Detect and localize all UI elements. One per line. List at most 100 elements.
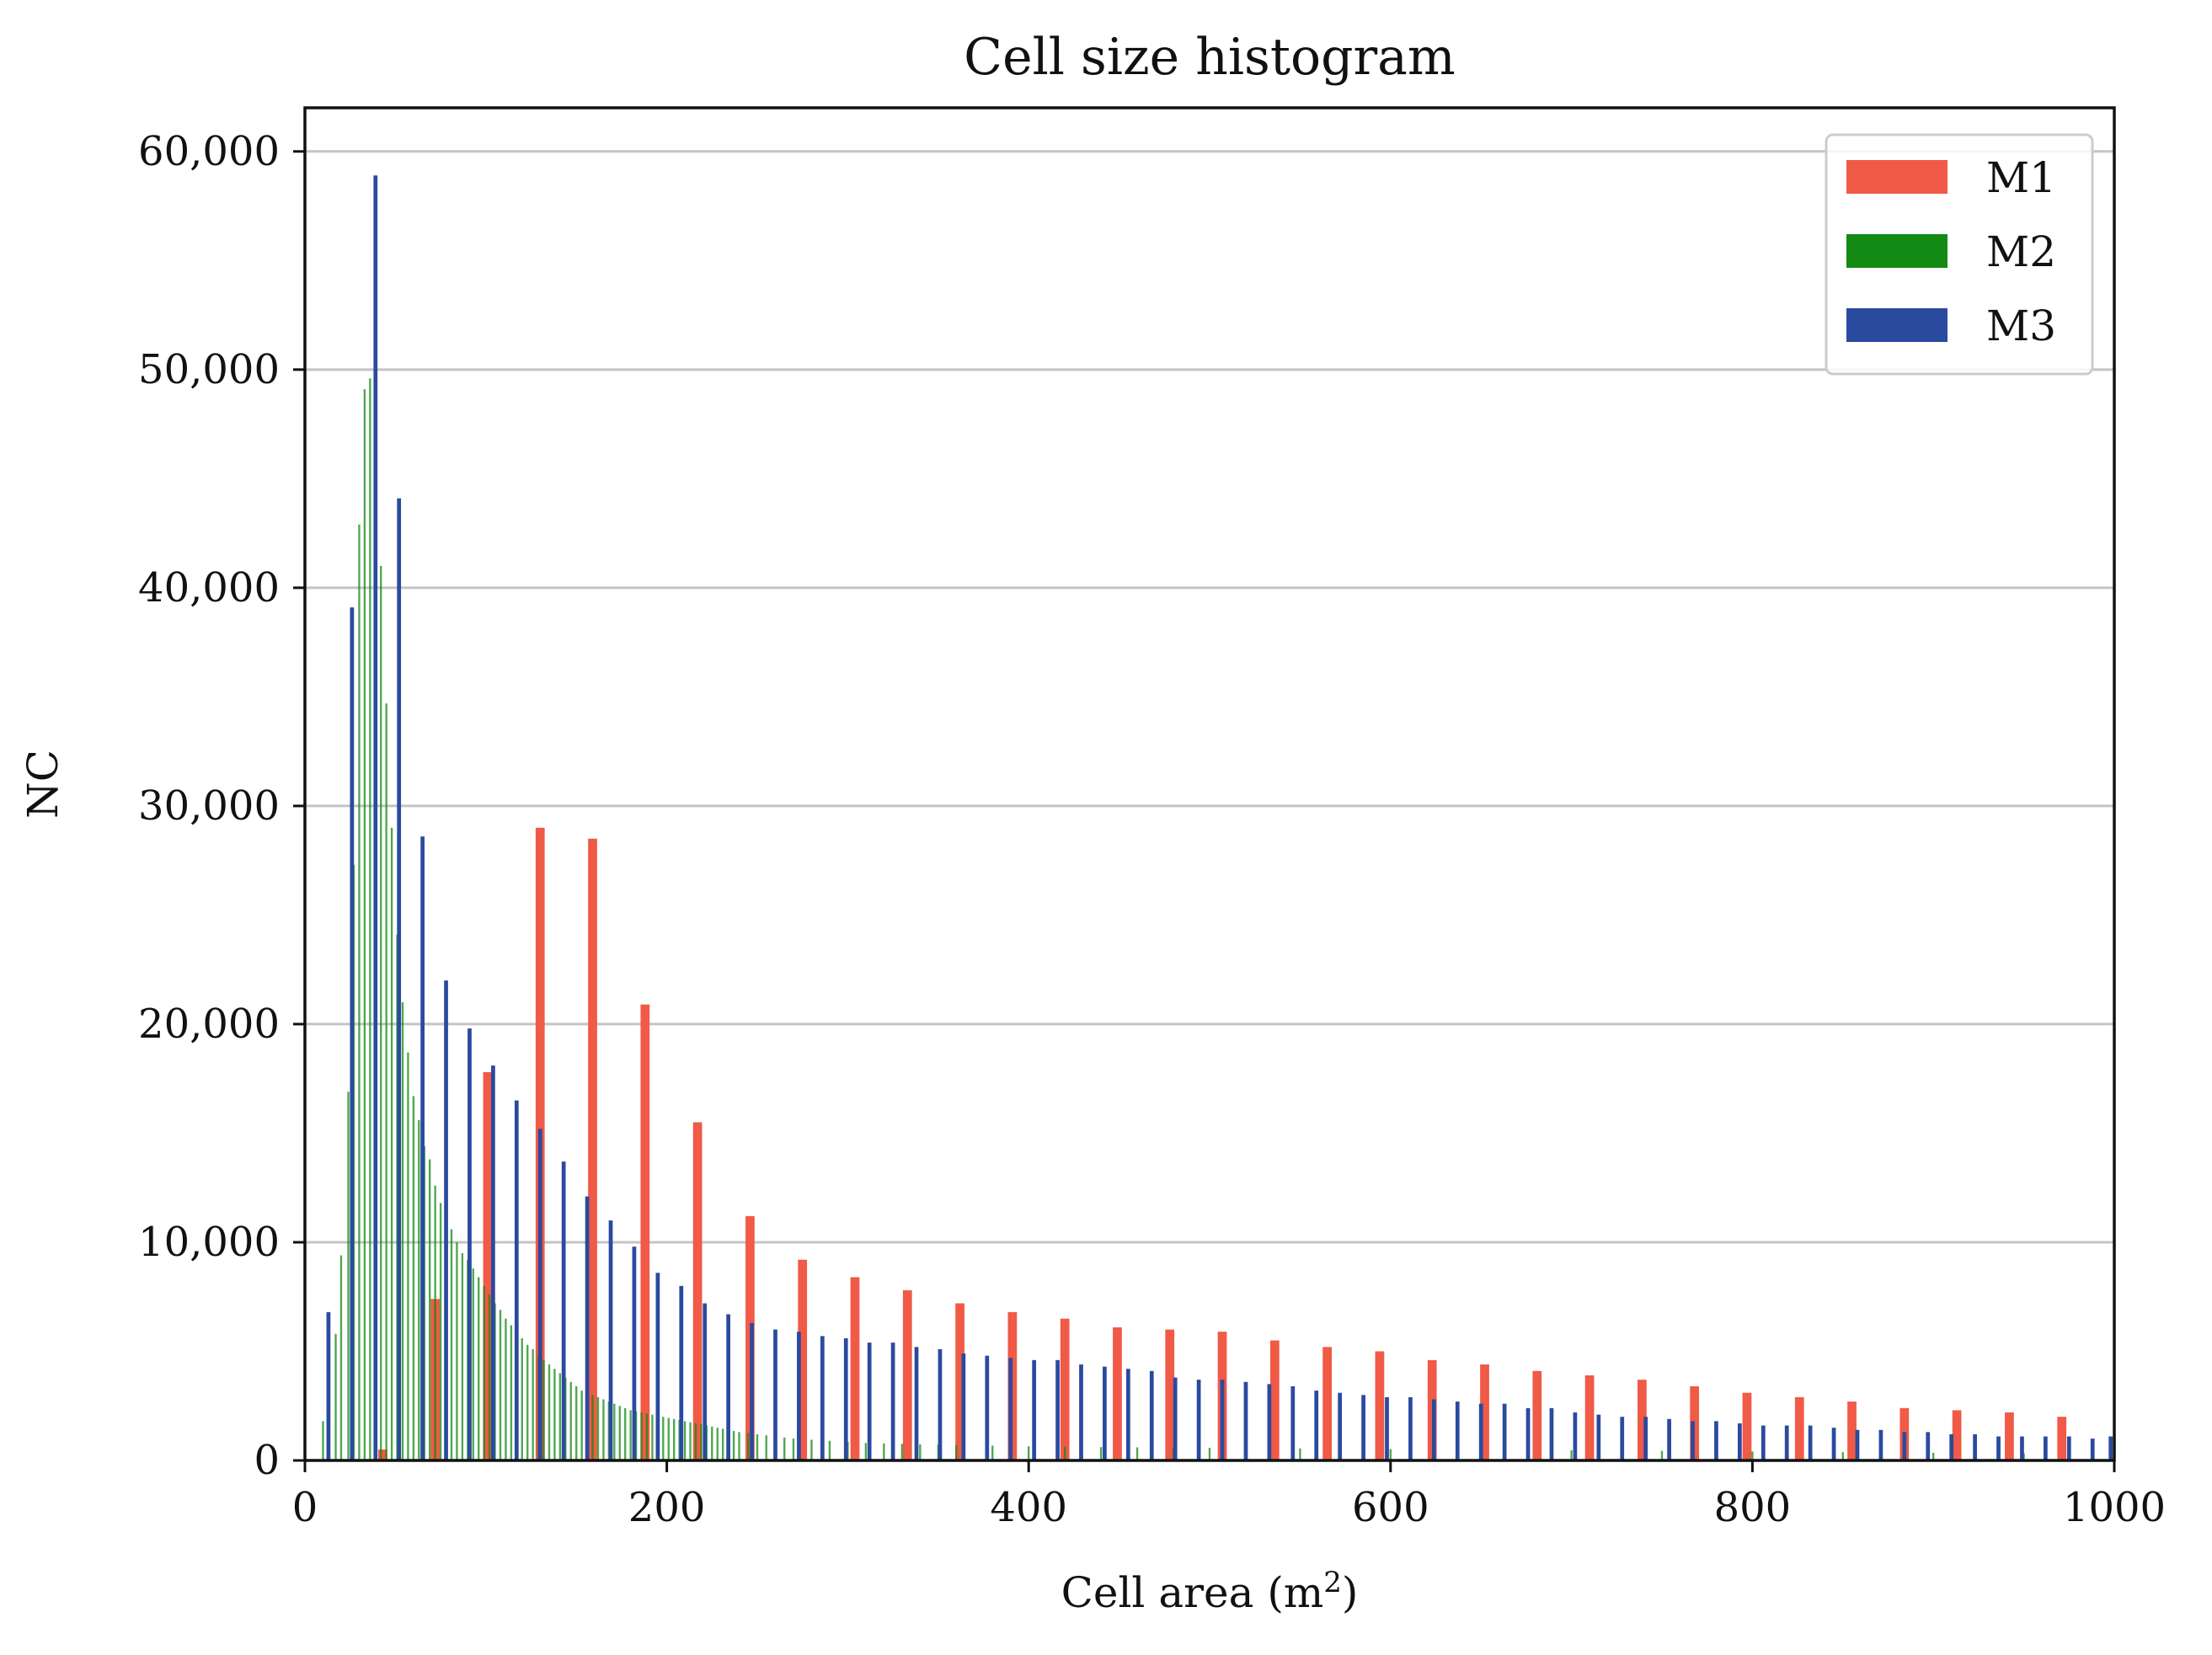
bar-m1	[1322, 1347, 1332, 1460]
bar-m2	[1660, 1450, 1664, 1460]
bar-m3	[397, 498, 402, 1461]
x-axis-title-superscript: 2	[1323, 1566, 1342, 1599]
bar-m3	[773, 1329, 777, 1460]
bar-m2	[810, 1439, 813, 1460]
bar-m2	[747, 1433, 750, 1460]
bar-m2	[667, 1417, 670, 1460]
x-tick-label: 400	[990, 1484, 1067, 1531]
bar-m3	[938, 1348, 943, 1460]
bar-m3	[726, 1314, 730, 1460]
bar-m1	[1952, 1410, 1962, 1460]
bar-m2	[558, 1373, 562, 1460]
bar-m2	[505, 1318, 507, 1460]
bar-m2	[1299, 1448, 1301, 1460]
bar-m3	[1008, 1358, 1013, 1460]
bar-m2	[450, 1229, 453, 1460]
bar-m1	[1165, 1329, 1175, 1460]
bar-m3	[1408, 1396, 1413, 1460]
bar-m2	[483, 1285, 485, 1460]
bar-m3	[1926, 1432, 1931, 1460]
bar-m2	[390, 827, 393, 1460]
x-tick-label: 0	[292, 1484, 318, 1531]
bar-m2	[765, 1435, 767, 1460]
y-tick-label: 0	[254, 1437, 280, 1484]
y-axis-title: NC	[19, 750, 67, 819]
bar-m3	[2044, 1436, 2048, 1460]
bar-m3	[537, 1129, 542, 1460]
bar-m2	[510, 1325, 513, 1460]
bar-m3	[2066, 1436, 2071, 1460]
bar-m3	[961, 1353, 966, 1460]
bar-m2	[783, 1437, 786, 1460]
bar-m2	[456, 1241, 458, 1460]
bar-m3	[1478, 1403, 1483, 1460]
bar-m2	[756, 1433, 759, 1460]
bar-m3	[1502, 1403, 1507, 1460]
bar-m1	[1480, 1364, 1489, 1460]
bar-m3	[514, 1100, 519, 1460]
bar-m1	[1375, 1351, 1385, 1460]
x-axis-title-close: )	[1342, 1568, 1359, 1617]
bar-m2	[591, 1395, 594, 1460]
bar-m3	[1714, 1421, 1718, 1460]
bar-m3	[1338, 1392, 1343, 1460]
bar-m1	[588, 838, 597, 1460]
bar-m3	[1784, 1425, 1789, 1460]
bar-m1	[692, 1122, 703, 1460]
bar-m3	[1831, 1428, 1836, 1460]
bar-m3	[655, 1273, 660, 1460]
bar-m2	[1389, 1449, 1392, 1460]
legend: M1 M2 M3	[1825, 133, 2094, 376]
bar-m2	[716, 1428, 719, 1460]
bar-m2	[322, 1421, 324, 1460]
bar-m2	[1570, 1449, 1573, 1460]
bar-m2	[521, 1337, 523, 1460]
bar-m2	[553, 1369, 556, 1460]
bar-m1	[1584, 1375, 1595, 1460]
bar-m1	[955, 1303, 964, 1460]
bar-m2	[738, 1432, 740, 1460]
bar-m2	[526, 1344, 529, 1460]
bar-m3	[1949, 1433, 1954, 1460]
bar-m3	[1361, 1395, 1365, 1460]
bar-m1	[2005, 1412, 2014, 1460]
legend-swatch-m1	[1846, 160, 1948, 194]
bar-m2	[478, 1277, 480, 1460]
bar-m2	[339, 1255, 343, 1460]
bar-m2	[347, 1092, 350, 1460]
bar-m2	[429, 1159, 431, 1460]
bar-m1	[377, 1449, 387, 1460]
bar-m3	[632, 1247, 637, 1460]
y-tick-label: 30,000	[138, 782, 280, 830]
bar-m2	[1099, 1447, 1103, 1460]
bar-m3	[914, 1347, 919, 1460]
bar-m1	[1532, 1370, 1542, 1460]
bar-m3	[585, 1196, 590, 1460]
x-tick-label: 200	[628, 1484, 706, 1531]
bar-m3	[1385, 1396, 1389, 1460]
bar-m2	[700, 1424, 703, 1460]
bar-m2	[380, 565, 382, 1460]
bar-m2	[1841, 1452, 1844, 1460]
bar-m3	[1149, 1370, 1154, 1460]
bar-m3	[1738, 1423, 1742, 1460]
bar-m3	[608, 1220, 613, 1460]
bar-m2	[602, 1399, 605, 1460]
bar-m1	[640, 1004, 650, 1460]
bar-m2	[412, 1096, 415, 1460]
bar-m3	[2090, 1439, 2095, 1460]
x-tick-label: 600	[1352, 1484, 1429, 1531]
plot-frame	[303, 106, 2116, 1462]
bar-m3	[1455, 1401, 1460, 1460]
bar-m3	[703, 1303, 708, 1460]
bar-m1	[1113, 1327, 1122, 1460]
bar-m3	[797, 1332, 801, 1460]
bar-m2	[363, 389, 366, 1460]
bar-m2	[662, 1417, 665, 1460]
bar-m3	[2020, 1436, 2024, 1460]
bar-m3	[491, 1065, 495, 1460]
bar-m2	[418, 1119, 420, 1460]
bar-m2	[883, 1443, 885, 1460]
bar-m1	[1742, 1392, 1752, 1460]
